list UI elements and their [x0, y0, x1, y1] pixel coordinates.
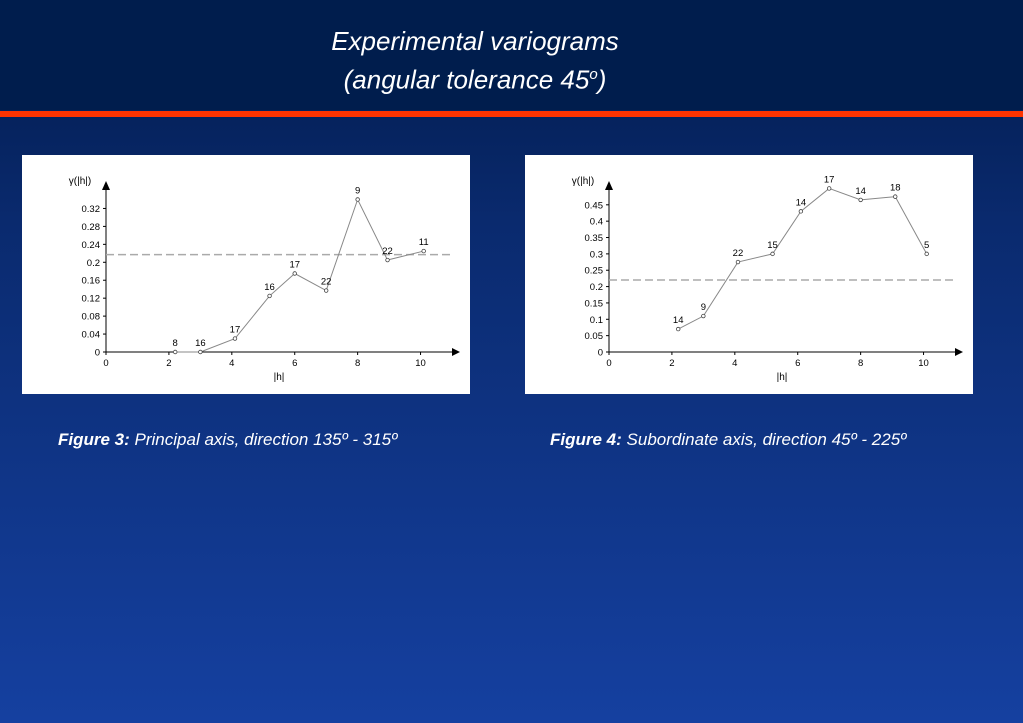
y-tick-label: 0.1 — [590, 315, 603, 326]
data-point — [385, 257, 390, 263]
y-tick-label: 0.12 — [82, 294, 101, 305]
point-count-label: 8 — [173, 338, 178, 349]
data-point — [355, 197, 360, 202]
x-axis-label: |h| — [274, 372, 285, 383]
y-axis-arrow — [102, 181, 110, 190]
x-tick-label: 8 — [355, 358, 360, 369]
variogram-chart-subordinate: γ(|h|) |h| 0 0.05 0.1 0.15 0.2 0.25 0.3 0.35 0.4 0.… — [572, 174, 963, 383]
x-axis-arrow — [452, 348, 460, 356]
figure-caption-3: Figure 3: Principal axis, direction 135º… — [58, 430, 398, 449]
point-count-label: 17 — [230, 325, 241, 336]
data-point — [232, 336, 238, 341]
point-count-label: 17 — [824, 174, 835, 185]
y-tick-label: 0.45 — [585, 200, 604, 211]
point-count-label: 14 — [855, 186, 866, 197]
x-tick-label: 10 — [415, 358, 426, 369]
y-tick-label: 0.2 — [87, 258, 100, 269]
y-tick-label: 0.28 — [82, 222, 101, 233]
y-tick-label: 0.08 — [82, 312, 101, 323]
y-tick-label: 0.16 — [82, 276, 101, 287]
point-count-label: 22 — [321, 277, 332, 288]
data-point — [798, 209, 804, 214]
data-point — [858, 197, 863, 203]
data-point — [735, 259, 741, 265]
chart-panel-subordinate: γ(|h|) |h| 0 0.05 0.1 0.15 0.2 0.25 0.3 0.35 0.4 0.… — [525, 155, 973, 394]
point-count-label: 11 — [419, 237, 429, 248]
y-tick-label: 0 — [598, 348, 603, 359]
chart-panel-principal: γ(|h|) |h| 0 0.04 0.08 0.12 0.16 0.2 0.24 0.28 0.3… — [22, 155, 470, 394]
y-tick-label: 0.4 — [590, 217, 603, 228]
data-point — [924, 251, 929, 257]
point-count-label: 5 — [924, 240, 929, 251]
x-tick-label: 2 — [166, 358, 171, 369]
point-count-label: 9 — [701, 302, 706, 313]
y-tick-label: 0.24 — [82, 240, 101, 251]
x-tick-label: 10 — [918, 358, 929, 369]
data-point — [421, 248, 426, 254]
y-tick-label: 0.3 — [590, 249, 603, 260]
x-axis-label: |h| — [777, 372, 788, 383]
data-point — [826, 186, 832, 191]
x-tick-label: 8 — [858, 358, 863, 369]
data-point — [172, 349, 178, 355]
x-tick-label: 0 — [103, 358, 108, 369]
data-point — [675, 326, 681, 332]
y-axis-label: γ(|h|) — [69, 176, 91, 187]
series-line — [677, 187, 928, 330]
point-count-label: 9 — [355, 185, 360, 196]
y-tick-label: 0.2 — [590, 282, 603, 293]
x-tick-label: 0 — [606, 358, 611, 369]
accent-divider — [0, 111, 1023, 117]
point-count-label: 14 — [796, 197, 807, 208]
point-count-label: 22 — [733, 248, 744, 259]
y-axis-arrow — [605, 181, 613, 190]
point-count-label: 22 — [382, 246, 393, 257]
y-tick-label: 0.25 — [585, 266, 604, 277]
point-count-label: 14 — [673, 315, 684, 326]
point-count-label: 16 — [264, 282, 275, 293]
point-count-label: 15 — [767, 240, 778, 251]
data-point — [770, 251, 775, 257]
data-point — [893, 194, 898, 199]
x-tick-label: 4 — [732, 358, 737, 369]
y-axis-label: γ(|h|) — [572, 176, 594, 187]
y-tick-label: 0.05 — [585, 331, 604, 342]
data-point — [198, 349, 203, 355]
data-point — [267, 293, 272, 299]
title-line-2: (angular tolerance 45o) — [343, 64, 607, 95]
y-tick-label: 0.32 — [82, 204, 101, 215]
x-axis-arrow — [955, 348, 963, 356]
data-point — [323, 288, 329, 293]
figure-caption-4: Figure 4: Subordinate axis, direction 45… — [550, 430, 907, 449]
data-point — [292, 271, 297, 276]
y-tick-label: 0.04 — [82, 330, 101, 341]
data-point — [701, 313, 706, 319]
variogram-chart-principal: γ(|h|) |h| 0 0.04 0.08 0.12 0.16 0.2 0.24 0.28 0.3… — [69, 176, 460, 383]
y-tick-label: 0.15 — [585, 298, 604, 309]
point-count-label: 16 — [195, 338, 206, 349]
x-tick-label: 2 — [669, 358, 674, 369]
x-tick-label: 4 — [229, 358, 234, 369]
series-line — [175, 198, 424, 353]
y-tick-label: 0 — [95, 348, 100, 359]
point-count-label: 17 — [289, 260, 300, 271]
y-tick-label: 0.35 — [585, 233, 604, 244]
title-line-1: Experimental variograms — [331, 26, 619, 56]
x-tick-label: 6 — [795, 358, 800, 369]
x-tick-label: 6 — [292, 358, 297, 369]
point-count-label: 18 — [890, 183, 901, 194]
slide-title: Experimental variograms (angular toleran… — [0, 24, 950, 97]
header-bar — [0, 0, 1023, 110]
